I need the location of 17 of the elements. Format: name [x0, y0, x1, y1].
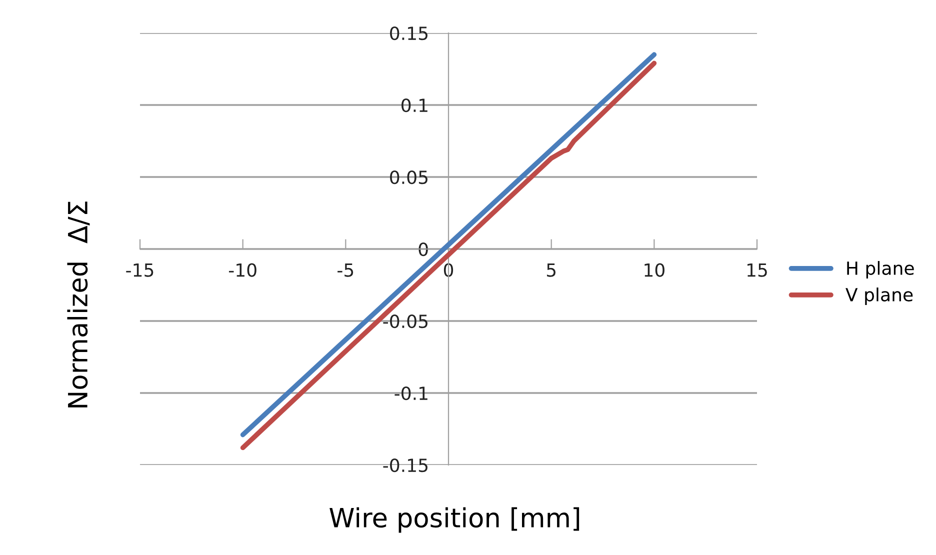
y-axis-title: Normalized Δ/Σ: [67, 202, 90, 408]
x-tick-label: 15: [747, 263, 767, 277]
y-tick-label: 0.15: [390, 26, 428, 40]
y-tick-label: 0.05: [390, 170, 428, 184]
x-tick-label: 0: [444, 263, 454, 277]
legend-label: H plane: [847, 261, 914, 278]
y-tick-label: -0.05: [383, 314, 428, 328]
legend-label: V plane: [846, 288, 913, 305]
x-tick-label: -5: [338, 263, 354, 277]
x-axis-title: Wire position [mm]: [330, 507, 580, 533]
y-tick-label: 0.1: [402, 98, 428, 112]
x-tick-label: 5: [546, 263, 556, 277]
x-tick-label: -15: [126, 263, 154, 277]
x-tick-label: 10: [644, 263, 664, 277]
y-tick-label: -0.1: [394, 386, 428, 400]
y-tick-label: -0.15: [383, 458, 428, 472]
x-tick-label: -10: [228, 263, 256, 277]
